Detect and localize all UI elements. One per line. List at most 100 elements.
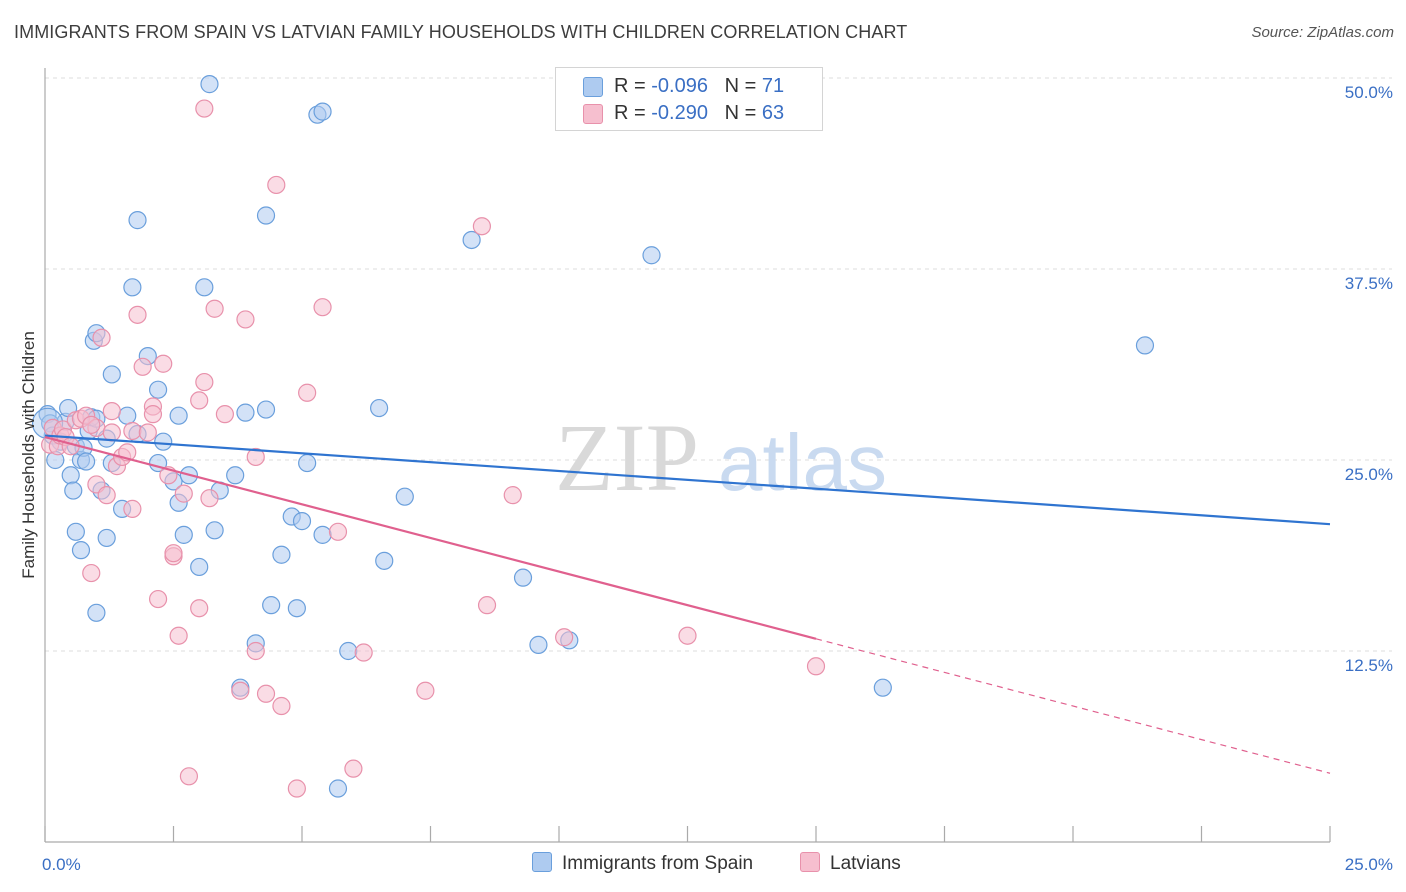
spain-point[interactable]: [118, 406, 137, 425]
watermark: ZIP atlas: [555, 404, 887, 511]
spain-point[interactable]: [513, 568, 533, 587]
spain-point[interactable]: [375, 551, 394, 570]
latvian-point[interactable]: [678, 626, 697, 645]
spain-point[interactable]: [61, 466, 80, 485]
bottom-legend-spain[interactable]: Immigrants from Spain: [532, 852, 753, 875]
latvian-point[interactable]: [298, 383, 317, 402]
spain-point[interactable]: [292, 512, 312, 531]
spain-point[interactable]: [205, 521, 224, 540]
latvian-point[interactable]: [344, 759, 363, 778]
latvian-point[interactable]: [133, 357, 152, 376]
latvian-point[interactable]: [477, 596, 497, 615]
latvian-point[interactable]: [138, 423, 157, 442]
latvian-point[interactable]: [503, 486, 522, 505]
spain-point[interactable]: [236, 403, 255, 422]
spain-point[interactable]: [642, 246, 661, 265]
latvian-point[interactable]: [92, 328, 111, 347]
latvian-point[interactable]: [236, 310, 255, 329]
latvian-point[interactable]: [97, 486, 116, 505]
latvians-trend-extension: [815, 638, 1331, 774]
latvian-point[interactable]: [102, 402, 121, 421]
latvian-point[interactable]: [195, 372, 214, 392]
spain-point[interactable]: [262, 596, 281, 615]
spain-point[interactable]: [195, 278, 214, 297]
spain-point[interactable]: [148, 380, 168, 399]
latvian-point[interactable]: [215, 405, 234, 424]
spain-point[interactable]: [200, 75, 219, 94]
latvian-point[interactable]: [82, 563, 101, 583]
latvian-point[interactable]: [82, 415, 101, 434]
latvian-point[interactable]: [416, 681, 435, 700]
legend-r-label-latvians: R =: [614, 102, 646, 124]
latvians-trend-line: [44, 436, 817, 640]
latvian-point[interactable]: [148, 589, 168, 609]
spain-point[interactable]: [190, 557, 209, 577]
latvian-point[interactable]: [128, 305, 147, 324]
latvian-point[interactable]: [806, 657, 826, 676]
spain-point[interactable]: [328, 779, 348, 798]
legend-r-value-spain: -0.096: [651, 75, 708, 97]
legend-swatch-spain: [583, 77, 603, 97]
latvian-point[interactable]: [190, 599, 209, 618]
latvian-point[interactable]: [143, 405, 163, 424]
latvian-point[interactable]: [267, 175, 286, 195]
latvian-point[interactable]: [200, 489, 219, 508]
spain-point[interactable]: [462, 230, 481, 250]
latvian-point[interactable]: [272, 696, 291, 716]
x-tick-label-min: 0.0%: [42, 855, 81, 874]
latvian-point[interactable]: [313, 298, 332, 317]
spain-point[interactable]: [272, 545, 291, 564]
latvian-point[interactable]: [123, 421, 142, 441]
latvian-point[interactable]: [154, 354, 173, 373]
latvian-point[interactable]: [287, 779, 306, 798]
spain-point[interactable]: [154, 432, 173, 451]
latvian-point[interactable]: [102, 423, 121, 442]
spain-point[interactable]: [226, 466, 245, 485]
latvian-point[interactable]: [328, 522, 348, 541]
spain-point[interactable]: [339, 641, 358, 661]
source-label: Source: ZipAtlas.com: [1251, 24, 1394, 41]
latvian-point[interactable]: [169, 626, 188, 645]
latvian-point[interactable]: [246, 641, 265, 661]
latvian-point[interactable]: [195, 99, 214, 118]
spain-point[interactable]: [1135, 336, 1155, 355]
spain-point[interactable]: [313, 525, 332, 544]
latvian-point[interactable]: [231, 681, 250, 700]
spain-point[interactable]: [174, 525, 193, 544]
spain-point[interactable]: [71, 541, 91, 560]
latvian-point[interactable]: [354, 643, 373, 662]
spain-point[interactable]: [66, 522, 85, 541]
latvian-point[interactable]: [174, 484, 193, 503]
spain-point[interactable]: [313, 102, 332, 121]
spain-point[interactable]: [298, 453, 317, 473]
latvian-point[interactable]: [205, 299, 224, 318]
latvian-point[interactable]: [179, 767, 199, 786]
y-tick-label: 50.0%: [1345, 83, 1393, 102]
latvian-point[interactable]: [472, 217, 491, 236]
spain-point[interactable]: [395, 487, 414, 506]
spain-point[interactable]: [87, 603, 106, 622]
latvian-point[interactable]: [123, 499, 142, 518]
legend-r-label-spain: R =: [614, 75, 646, 97]
spain-point[interactable]: [123, 278, 142, 297]
spain-point[interactable]: [169, 406, 188, 425]
latvian-point[interactable]: [190, 391, 209, 410]
spain-point[interactable]: [529, 635, 548, 654]
bottom-legend-latvians[interactable]: Latvians: [800, 852, 901, 875]
latvian-point[interactable]: [246, 447, 265, 467]
spain-point[interactable]: [256, 206, 276, 225]
spain-point[interactable]: [287, 599, 306, 618]
spain-point[interactable]: [97, 528, 116, 548]
spain-point[interactable]: [102, 365, 121, 384]
latvian-point[interactable]: [164, 544, 183, 563]
spain-point[interactable]: [873, 678, 892, 697]
latvian-point[interactable]: [555, 628, 574, 647]
spain-point[interactable]: [64, 481, 83, 500]
spain-point[interactable]: [256, 400, 276, 419]
spain-point[interactable]: [128, 211, 147, 230]
latvian-point[interactable]: [256, 684, 276, 703]
bottom-legend-label-spain: Immigrants from Spain: [562, 853, 754, 874]
spain-point[interactable]: [370, 398, 389, 418]
y-tick-label: 37.5%: [1345, 274, 1393, 293]
spain-point[interactable]: [77, 452, 96, 471]
